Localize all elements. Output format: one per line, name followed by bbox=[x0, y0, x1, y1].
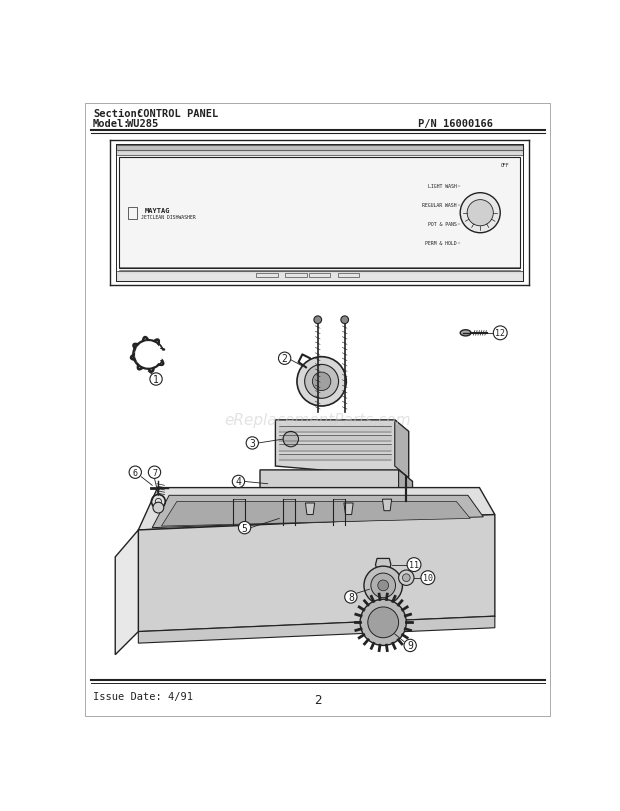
Circle shape bbox=[494, 327, 507, 341]
Text: 2: 2 bbox=[314, 693, 322, 706]
Circle shape bbox=[378, 581, 389, 591]
Ellipse shape bbox=[460, 330, 471, 337]
Text: Section:: Section: bbox=[93, 109, 143, 119]
Text: 10: 10 bbox=[423, 573, 433, 582]
Polygon shape bbox=[275, 420, 409, 478]
Circle shape bbox=[368, 607, 399, 638]
Text: 1: 1 bbox=[153, 375, 159, 384]
Text: MAYTAG: MAYTAG bbox=[144, 208, 170, 213]
Text: CONTROL PANEL: CONTROL PANEL bbox=[137, 109, 218, 119]
Circle shape bbox=[232, 476, 245, 488]
Circle shape bbox=[399, 570, 414, 586]
Text: 7: 7 bbox=[152, 468, 157, 477]
Circle shape bbox=[364, 566, 402, 605]
Text: 4: 4 bbox=[236, 477, 241, 487]
Circle shape bbox=[153, 503, 164, 513]
Circle shape bbox=[360, 599, 406, 646]
Polygon shape bbox=[399, 470, 412, 500]
Text: WU285: WU285 bbox=[126, 119, 158, 129]
Text: Issue Date: 4/91: Issue Date: 4/91 bbox=[93, 691, 193, 701]
Text: 3: 3 bbox=[249, 439, 255, 448]
Circle shape bbox=[404, 640, 416, 652]
Text: 12: 12 bbox=[495, 329, 505, 338]
Polygon shape bbox=[138, 616, 495, 643]
Text: LIGHT WASH: LIGHT WASH bbox=[428, 184, 456, 189]
Text: JETCLEAN DISHWASHER: JETCLEAN DISHWASHER bbox=[141, 215, 196, 220]
Circle shape bbox=[467, 200, 494, 226]
Circle shape bbox=[407, 558, 421, 572]
Polygon shape bbox=[152, 496, 484, 528]
Text: 2: 2 bbox=[281, 354, 288, 364]
Circle shape bbox=[314, 316, 322, 324]
Polygon shape bbox=[119, 158, 520, 268]
Polygon shape bbox=[138, 488, 495, 530]
Circle shape bbox=[148, 466, 161, 478]
Circle shape bbox=[341, 316, 348, 324]
Text: 11: 11 bbox=[409, 560, 419, 569]
Circle shape bbox=[129, 466, 141, 478]
Text: P/N 16000166: P/N 16000166 bbox=[418, 119, 493, 129]
Polygon shape bbox=[376, 559, 391, 570]
Circle shape bbox=[371, 573, 396, 598]
Circle shape bbox=[460, 194, 500, 234]
Text: OFF: OFF bbox=[500, 163, 509, 168]
Text: REGULAR WASH: REGULAR WASH bbox=[422, 203, 456, 208]
Text: Model:: Model: bbox=[93, 119, 130, 129]
Circle shape bbox=[246, 437, 259, 449]
Polygon shape bbox=[260, 470, 412, 500]
Circle shape bbox=[283, 431, 298, 447]
Text: PERM & HOLD: PERM & HOLD bbox=[425, 241, 456, 246]
Polygon shape bbox=[376, 573, 391, 584]
Polygon shape bbox=[115, 530, 138, 655]
Text: 9: 9 bbox=[407, 641, 413, 650]
Circle shape bbox=[304, 365, 339, 399]
Text: 6: 6 bbox=[133, 468, 138, 477]
Polygon shape bbox=[306, 504, 315, 515]
Polygon shape bbox=[395, 420, 409, 478]
Polygon shape bbox=[161, 502, 470, 526]
Circle shape bbox=[239, 521, 250, 534]
Text: POT & PANS: POT & PANS bbox=[428, 222, 456, 227]
Circle shape bbox=[297, 358, 346, 406]
Circle shape bbox=[150, 373, 162, 386]
Circle shape bbox=[421, 571, 435, 585]
Text: eReplacementParts.com: eReplacementParts.com bbox=[224, 413, 411, 428]
Text: 8: 8 bbox=[348, 592, 354, 603]
Polygon shape bbox=[138, 515, 495, 632]
Circle shape bbox=[402, 574, 410, 581]
Polygon shape bbox=[344, 504, 353, 515]
Circle shape bbox=[345, 591, 357, 603]
Text: 5: 5 bbox=[242, 523, 247, 533]
Polygon shape bbox=[383, 500, 392, 511]
Circle shape bbox=[312, 372, 331, 391]
Circle shape bbox=[278, 353, 291, 365]
